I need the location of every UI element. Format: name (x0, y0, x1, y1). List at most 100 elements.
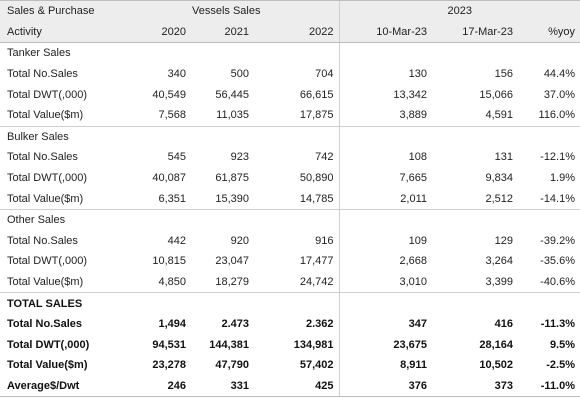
cell-2021: 144,381 (209, 338, 249, 351)
cell-10-mar-23: 13,342 (338, 84, 432, 105)
row-label: Total No.Sales (7, 234, 78, 247)
header-yoy: %yoy (518, 21, 580, 44)
cell-17-mar-23: 28,164 (479, 338, 513, 351)
cell-2021: 920 (230, 234, 249, 247)
cell-10-mar-23: 108 (338, 147, 432, 168)
cell-10-mar-23: 3,010 (338, 271, 432, 293)
header-17-mar-23: 17-Mar-23 (432, 21, 518, 44)
cell-2022: 742 (315, 151, 334, 164)
cell-2020: 442 (167, 234, 186, 247)
header-activity: Activity (0, 21, 114, 44)
cell-10-mar-23: 8,911 (338, 355, 432, 376)
table-row: Total Value($m) 4,850 18,279 24,742 3,01… (0, 271, 580, 293)
row-label: Total DWT(,000) (7, 255, 88, 268)
row-label: Total No.Sales (7, 68, 78, 81)
cell-2021: 331 (191, 375, 254, 398)
cell-2022: 916 (315, 234, 334, 247)
table-row: Total No.Sales 340 500 704 130 156 44.4% (0, 63, 580, 85)
row-label: Total No.Sales (7, 151, 78, 164)
header-2022: 2022 (254, 21, 339, 44)
row-label: Total Value($m) (7, 192, 84, 205)
cell-2021: 15,390 (215, 192, 249, 205)
section-title: TOTAL SALES (0, 292, 114, 314)
cell-yoy: 9.5% (549, 338, 576, 351)
table-row: Total No.Sales 545 923 742 108 131 -12.1… (0, 147, 580, 168)
cell-17-mar-23: 416 (494, 318, 513, 331)
cell-2021: 56,445 (215, 88, 249, 101)
table-row: Total No.Sales 442 920 916 109 129 -39.2… (0, 230, 580, 252)
cell-17-mar-23: 131 (494, 151, 513, 164)
table-row: Total DWT(,000) 40,087 61,875 50,890 7,6… (0, 167, 580, 189)
section-title-row: Bulker Sales (0, 125, 580, 148)
cell-10-mar-23: 2,668 (338, 251, 432, 272)
cell-17-mar-23: 2,512 (485, 192, 513, 205)
cell-17-mar-23: 15,066 (479, 88, 513, 101)
cell-2022: 17,875 (299, 109, 334, 122)
section-title: Tanker Sales (7, 47, 71, 60)
cell-2021: 923 (230, 151, 249, 164)
cell-2022: 134,981 (293, 338, 334, 351)
cell-10-mar-23: 347 (338, 313, 432, 335)
table-row: Total DWT(,000) 10,815 23,047 17,477 2,6… (0, 251, 580, 272)
cell-10-mar-23: 376 (338, 375, 432, 398)
section-title: Other Sales (0, 208, 114, 231)
section-title-row: Tanker Sales (0, 42, 580, 64)
cell-17-mar-23: 10,502 (479, 359, 513, 372)
cell-2020: 40,549 (152, 88, 186, 101)
cell-2022: 704 (315, 68, 334, 81)
cell-17-mar-23: 373 (432, 375, 518, 398)
cell-yoy: 1.9% (549, 172, 576, 185)
cell-2022: 50,890 (299, 172, 334, 185)
cell-2020: 7,568 (158, 109, 186, 122)
cell-yoy: 44.4% (543, 68, 576, 81)
cell-17-mar-23: 4,591 (485, 109, 513, 122)
cell-yoy: 37.0% (543, 88, 576, 101)
header-row-2: Activity 2020 2021 2022 10-Mar-23 17-Mar… (0, 21, 580, 44)
cell-17-mar-23: 3,399 (485, 276, 513, 289)
cell-2022: 66,615 (299, 88, 334, 101)
cell-10-mar-23: 109 (338, 230, 432, 252)
cell-10-mar-23: 130 (338, 63, 432, 85)
cell-yoy: -11.0% (518, 375, 580, 398)
row-label: Total No.Sales (7, 318, 82, 331)
cell-2022: 14,785 (299, 192, 334, 205)
cell-yoy: 116.0% (538, 109, 576, 122)
section-title-row: TOTAL SALES (0, 292, 580, 314)
cell-2022: 2.362 (305, 318, 334, 331)
row-label: Total DWT(,000) (7, 88, 88, 101)
cell-yoy: -14.1% (540, 192, 576, 205)
cell-10-mar-23: 2,011 (338, 188, 432, 210)
table-row: Total No.Sales 1,494 2.473 2.362 347 416… (0, 313, 580, 335)
cell-yoy: -11.3% (540, 318, 576, 331)
cell-2021: 61,875 (215, 172, 249, 185)
cell-2022: 17,477 (299, 255, 334, 268)
cell-2020: 4,850 (158, 276, 186, 289)
cell-17-mar-23: 9,834 (485, 172, 513, 185)
table-row: Average$/Dwt 246 331 425 376 373 -11.0% (0, 375, 580, 398)
cell-10-mar-23: 7,665 (338, 167, 432, 189)
cell-yoy: -2.5% (546, 359, 576, 372)
cell-2021: 23,047 (215, 255, 249, 268)
table-row: Total Value($m) 7,568 11,035 17,875 3,88… (0, 104, 580, 127)
cell-2020: 545 (167, 151, 186, 164)
row-label: Total Value($m) (7, 359, 88, 372)
header-row-1: Sales & Purchase Vessels Sales 2023 (0, 0, 580, 22)
cell-2021: 2.473 (221, 318, 249, 331)
header-vessels-sales: Vessels Sales (114, 0, 339, 22)
cell-2021: 47,790 (215, 359, 249, 372)
cell-2020: 1,494 (158, 318, 186, 331)
header-sales-purchase: Sales & Purchase (0, 0, 114, 22)
cell-17-mar-23: 129 (494, 234, 513, 247)
cell-yoy: -40.6% (540, 276, 576, 289)
cell-yoy: -35.6% (540, 255, 576, 268)
cell-10-mar-23: 23,675 (338, 334, 432, 356)
row-label: Total Value($m) (7, 109, 84, 122)
cell-2020: 10,815 (152, 255, 186, 268)
row-label: Average$/Dwt (0, 375, 114, 398)
cell-2022: 24,742 (299, 276, 334, 289)
header-10-mar-23: 10-Mar-23 (338, 21, 432, 44)
header-2020: 2020 (114, 21, 191, 44)
cell-2022: 425 (254, 375, 339, 398)
table-row: Total DWT(,000) 40,549 56,445 66,615 13,… (0, 84, 580, 105)
